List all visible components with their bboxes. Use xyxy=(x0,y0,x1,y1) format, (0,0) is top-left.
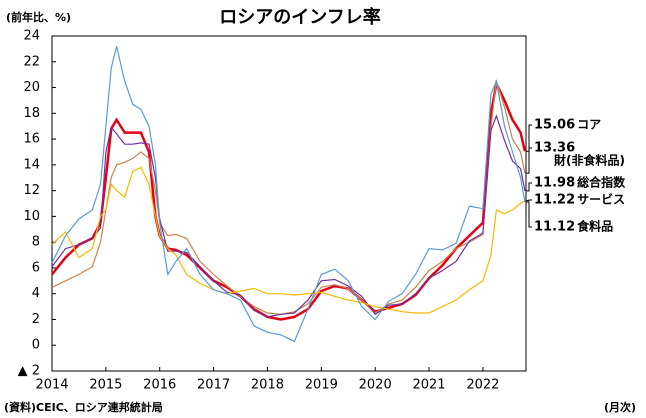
y-tick-label: 18 xyxy=(23,106,40,121)
y-tick-label: 4 xyxy=(32,286,40,301)
y-tick-label: 20 xyxy=(23,80,40,95)
series-line xyxy=(51,79,527,321)
y-tick-label: 12 xyxy=(23,183,40,198)
y-tick-label: 22 xyxy=(23,54,40,69)
x-tick-label: 2017 xyxy=(197,378,230,393)
series-line xyxy=(51,80,526,315)
end-value-label: 13.36 xyxy=(534,141,575,156)
plot-frame xyxy=(51,35,527,372)
end-value-label: 15.06 xyxy=(534,118,575,133)
end-value-label: 11.22 xyxy=(534,193,575,208)
x-tick-label: 2016 xyxy=(143,378,176,393)
end-series-name: 財(非食料品) xyxy=(553,153,625,168)
y-tick-label: 10 xyxy=(23,209,40,224)
x-tick-label: 2019 xyxy=(305,378,338,393)
x-tick-label: 2018 xyxy=(251,378,284,393)
label-connector xyxy=(526,124,532,152)
source: (資料)CEIC、ロシア連邦統計局 xyxy=(4,400,163,414)
chart-title: ロシアのインフレ率 xyxy=(219,6,380,28)
label-connector xyxy=(526,182,532,192)
y-tick-label: 8 xyxy=(32,235,40,250)
y-axis-label: (前年比、%) xyxy=(6,10,71,24)
x-tick-label: 2015 xyxy=(89,378,122,393)
label-connector xyxy=(526,201,532,228)
x-tick-label: 2022 xyxy=(466,378,499,393)
end-series-name: 総合指数 xyxy=(577,175,626,190)
label-connector xyxy=(526,147,532,174)
end-value-label: 11.12 xyxy=(534,220,575,235)
y-tick-label: 6 xyxy=(32,260,40,275)
y-tick-label: 16 xyxy=(23,132,40,147)
y-tick-label: 0 xyxy=(32,338,40,353)
end-value-label: 11.98 xyxy=(534,176,575,191)
x-tick-label: 2021 xyxy=(412,378,445,393)
series-line xyxy=(51,46,526,343)
y-tick-label: ▲ 2 xyxy=(18,364,40,379)
end-series-name: サービス xyxy=(577,192,625,207)
x-tick-label: 2014 xyxy=(35,378,68,393)
x-tick-label: 2020 xyxy=(359,378,392,393)
y-tick-label: 14 xyxy=(23,157,40,172)
label-connector xyxy=(526,199,532,202)
series-line xyxy=(51,166,526,314)
end-series-name: 食料品 xyxy=(576,219,613,234)
frequency: (月次) xyxy=(604,400,636,414)
series-line xyxy=(51,114,526,318)
y-tick-label: 24 xyxy=(23,29,40,44)
y-tick-label: 2 xyxy=(32,312,40,327)
end-series-name: コア xyxy=(577,118,601,132)
